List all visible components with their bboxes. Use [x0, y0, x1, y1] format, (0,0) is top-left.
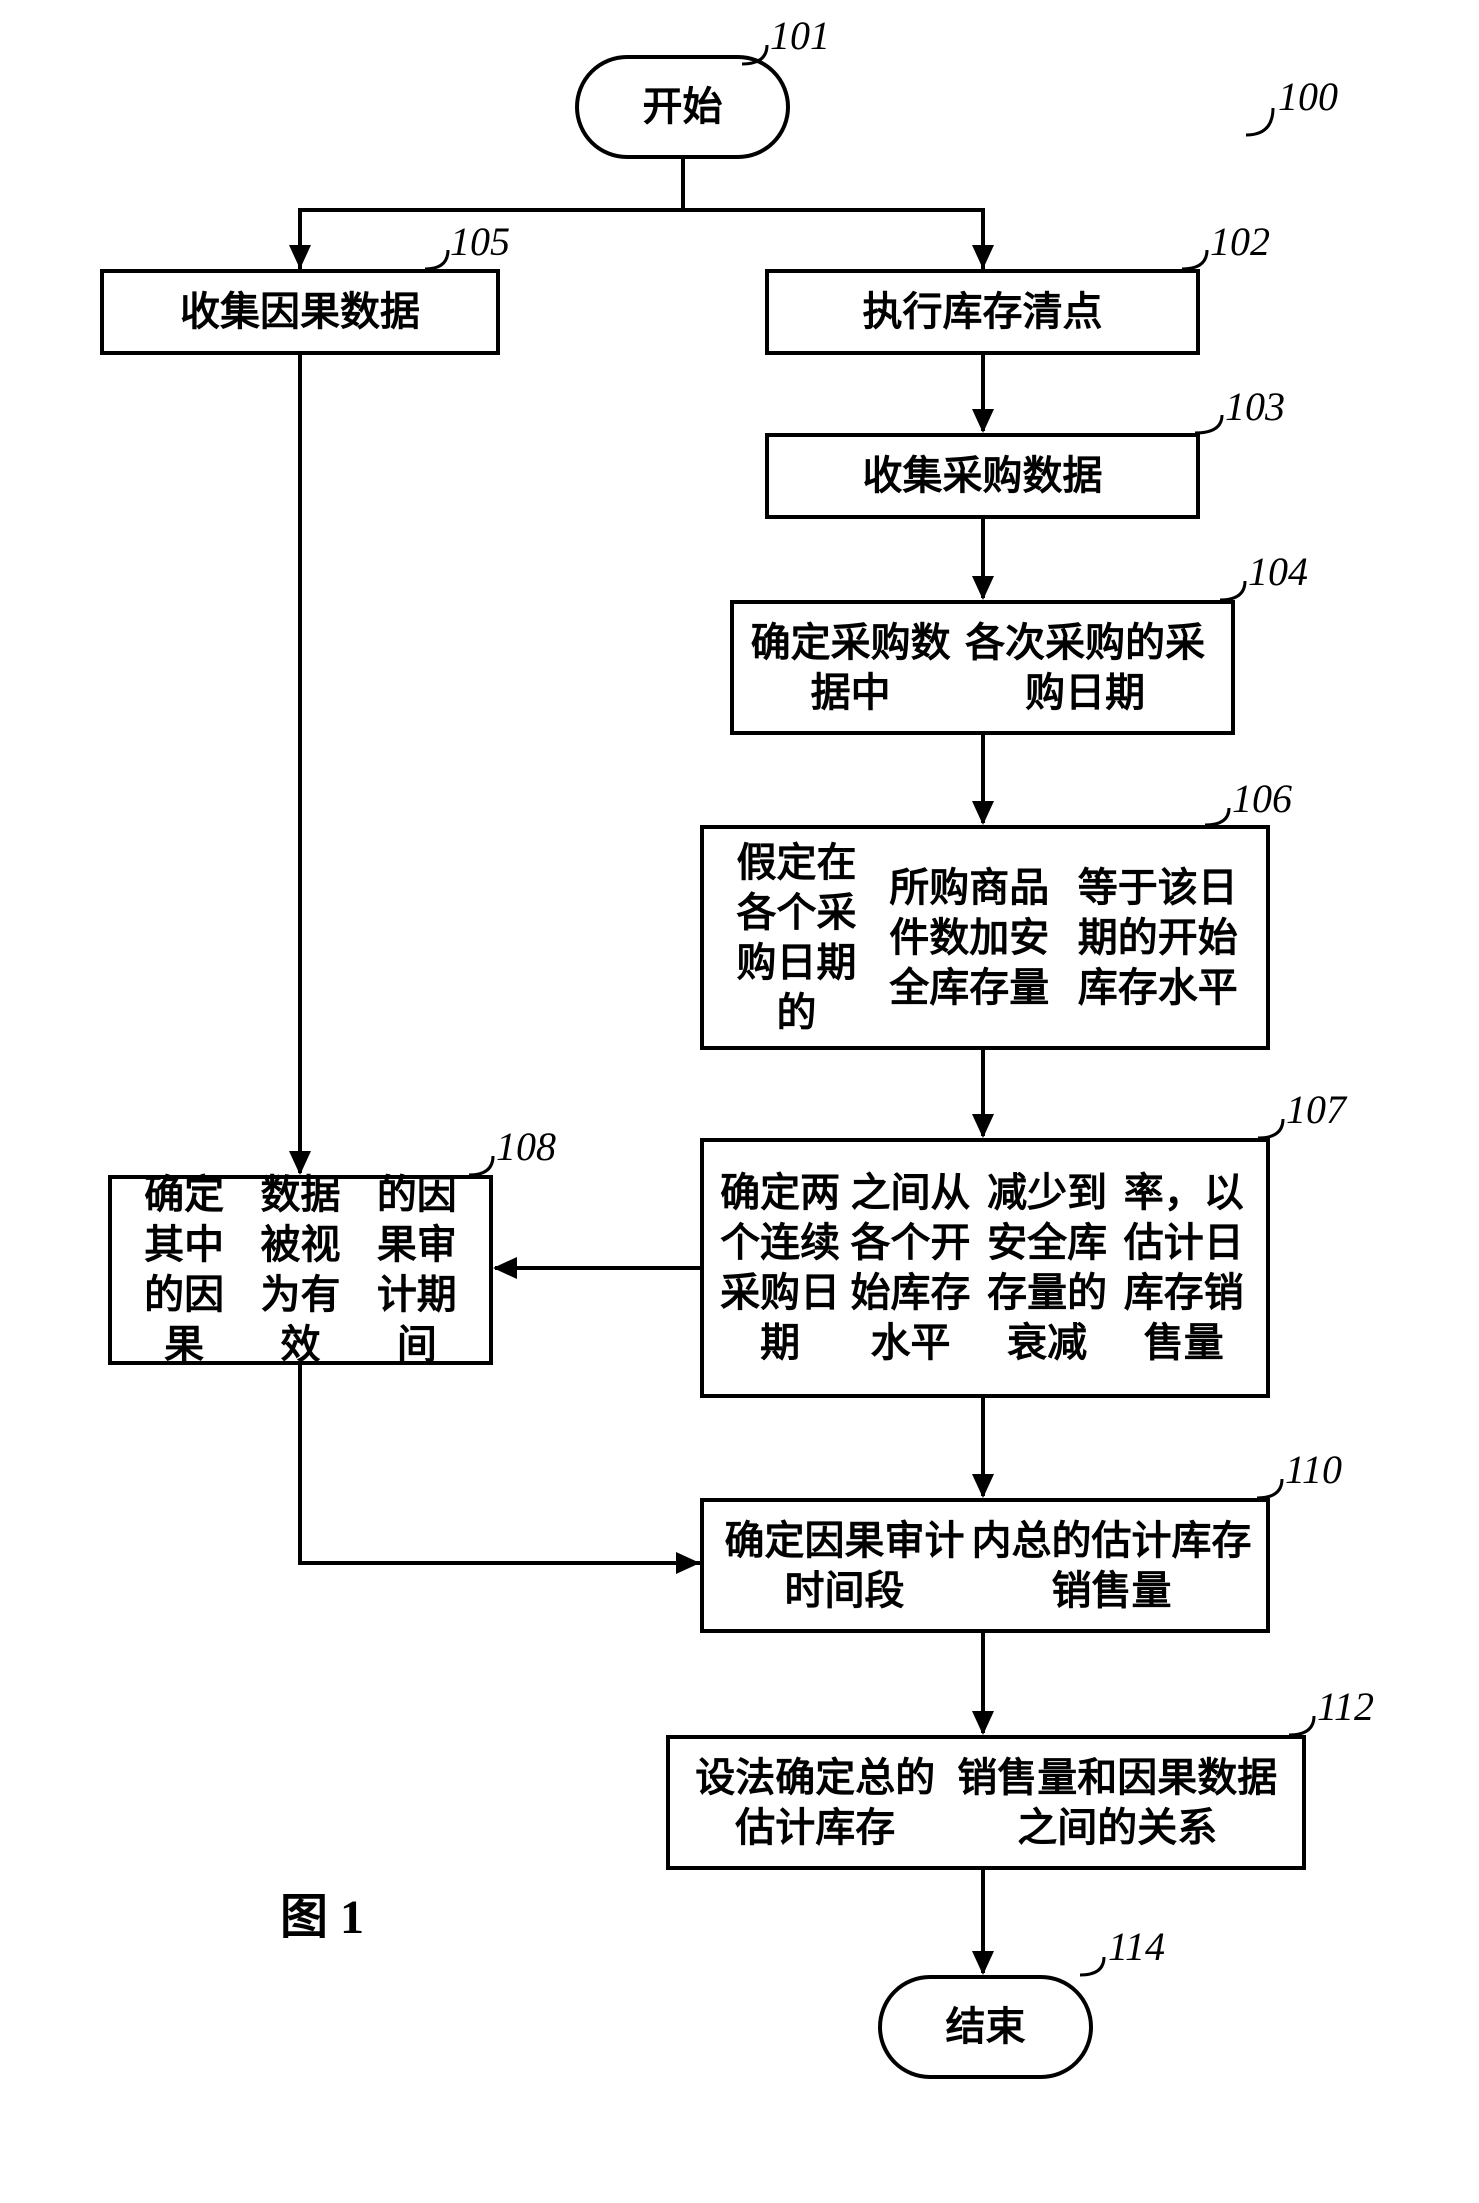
leaders-layer — [0, 0, 1479, 2203]
